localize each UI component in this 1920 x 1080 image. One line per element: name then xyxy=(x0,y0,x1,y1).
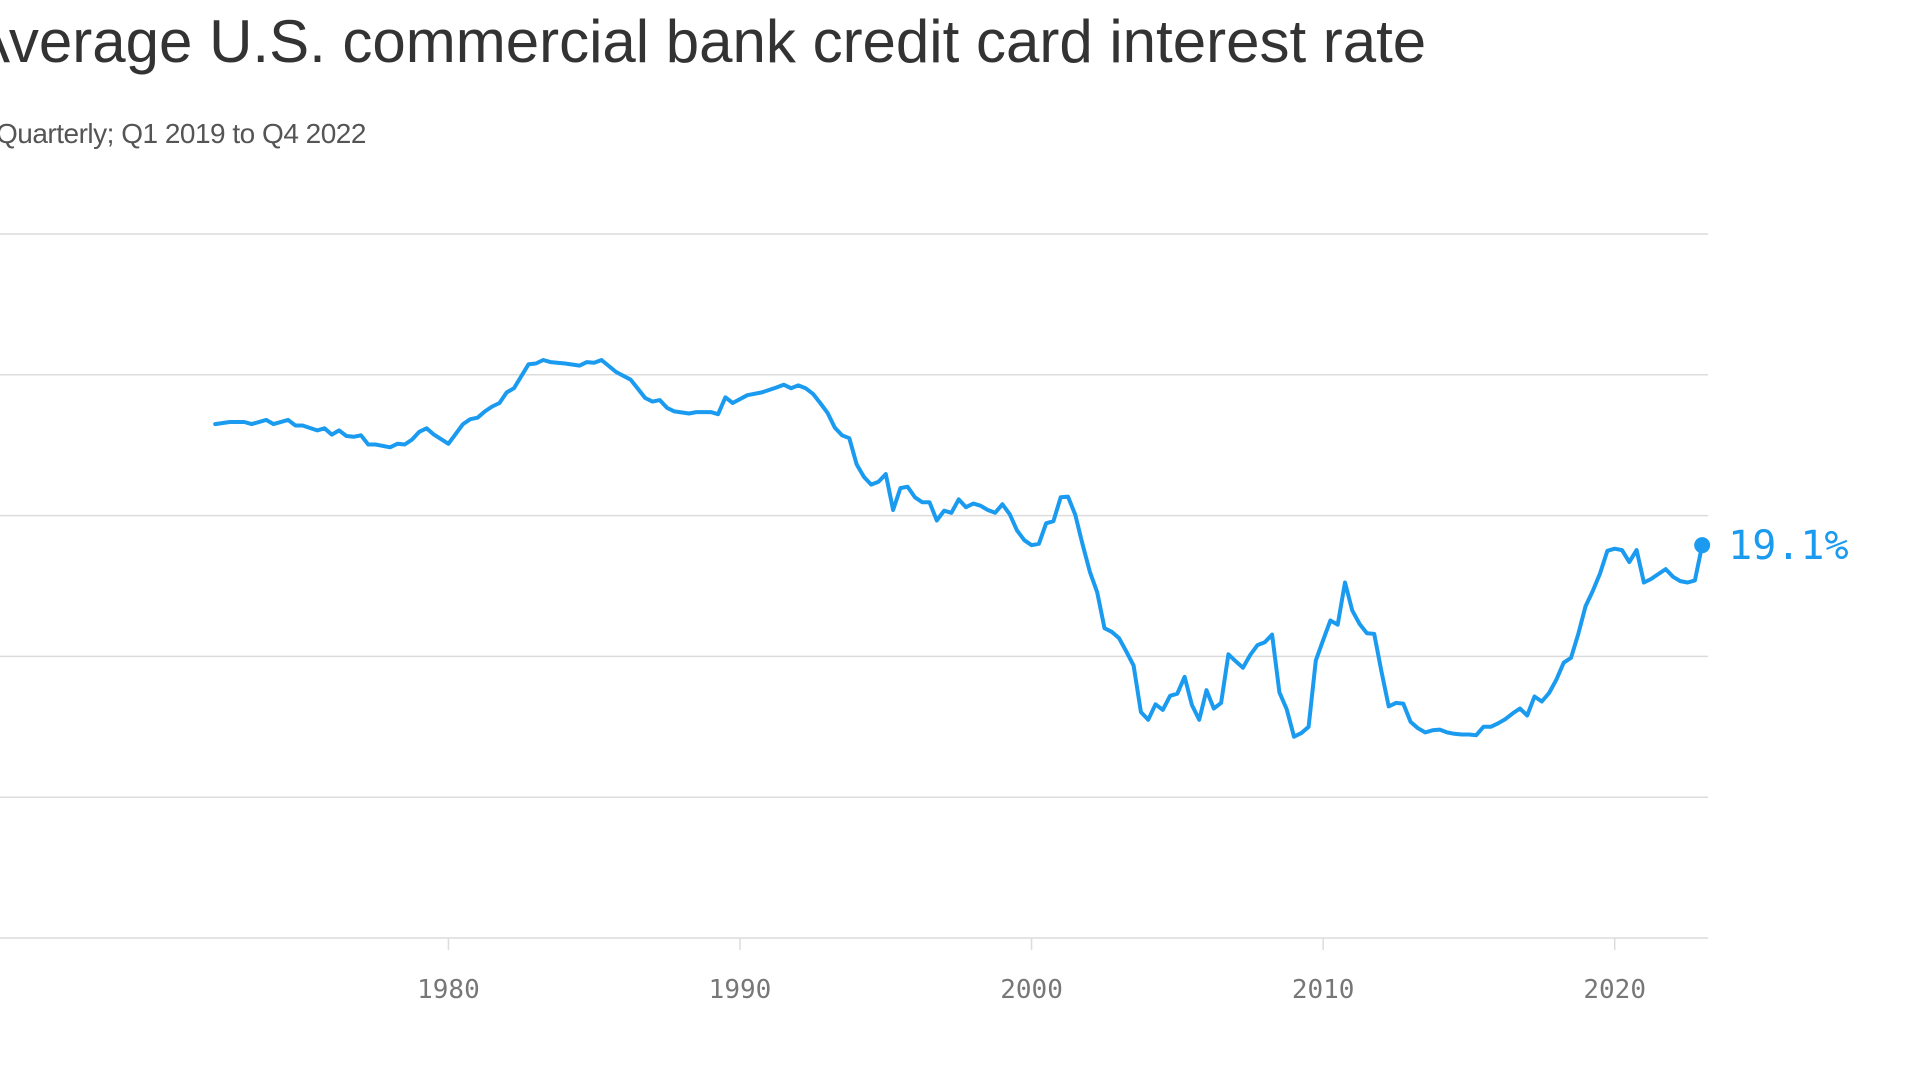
chart-subtitle: Quarterly; Q1 2019 to Q4 2022 xyxy=(0,118,366,149)
series-line xyxy=(213,358,1705,739)
end-value-label: 19.1% xyxy=(1728,523,1848,569)
chart-title: Average U.S. commercial bank credit card… xyxy=(0,8,1427,75)
x-tick-label: 1990 xyxy=(709,975,772,1005)
end-point-marker xyxy=(1694,537,1711,554)
x-tick-label: 2020 xyxy=(1583,975,1646,1005)
x-tick-label: 2010 xyxy=(1292,975,1355,1005)
x-tick-label: 1980 xyxy=(417,975,480,1005)
series-layer: 19.1% xyxy=(213,358,1849,739)
x-tick-label: 2000 xyxy=(1000,975,1063,1005)
gridlines xyxy=(0,233,1708,939)
x-axis-ticks: 1980 1990 2000 2010 2020 xyxy=(417,938,1646,1005)
